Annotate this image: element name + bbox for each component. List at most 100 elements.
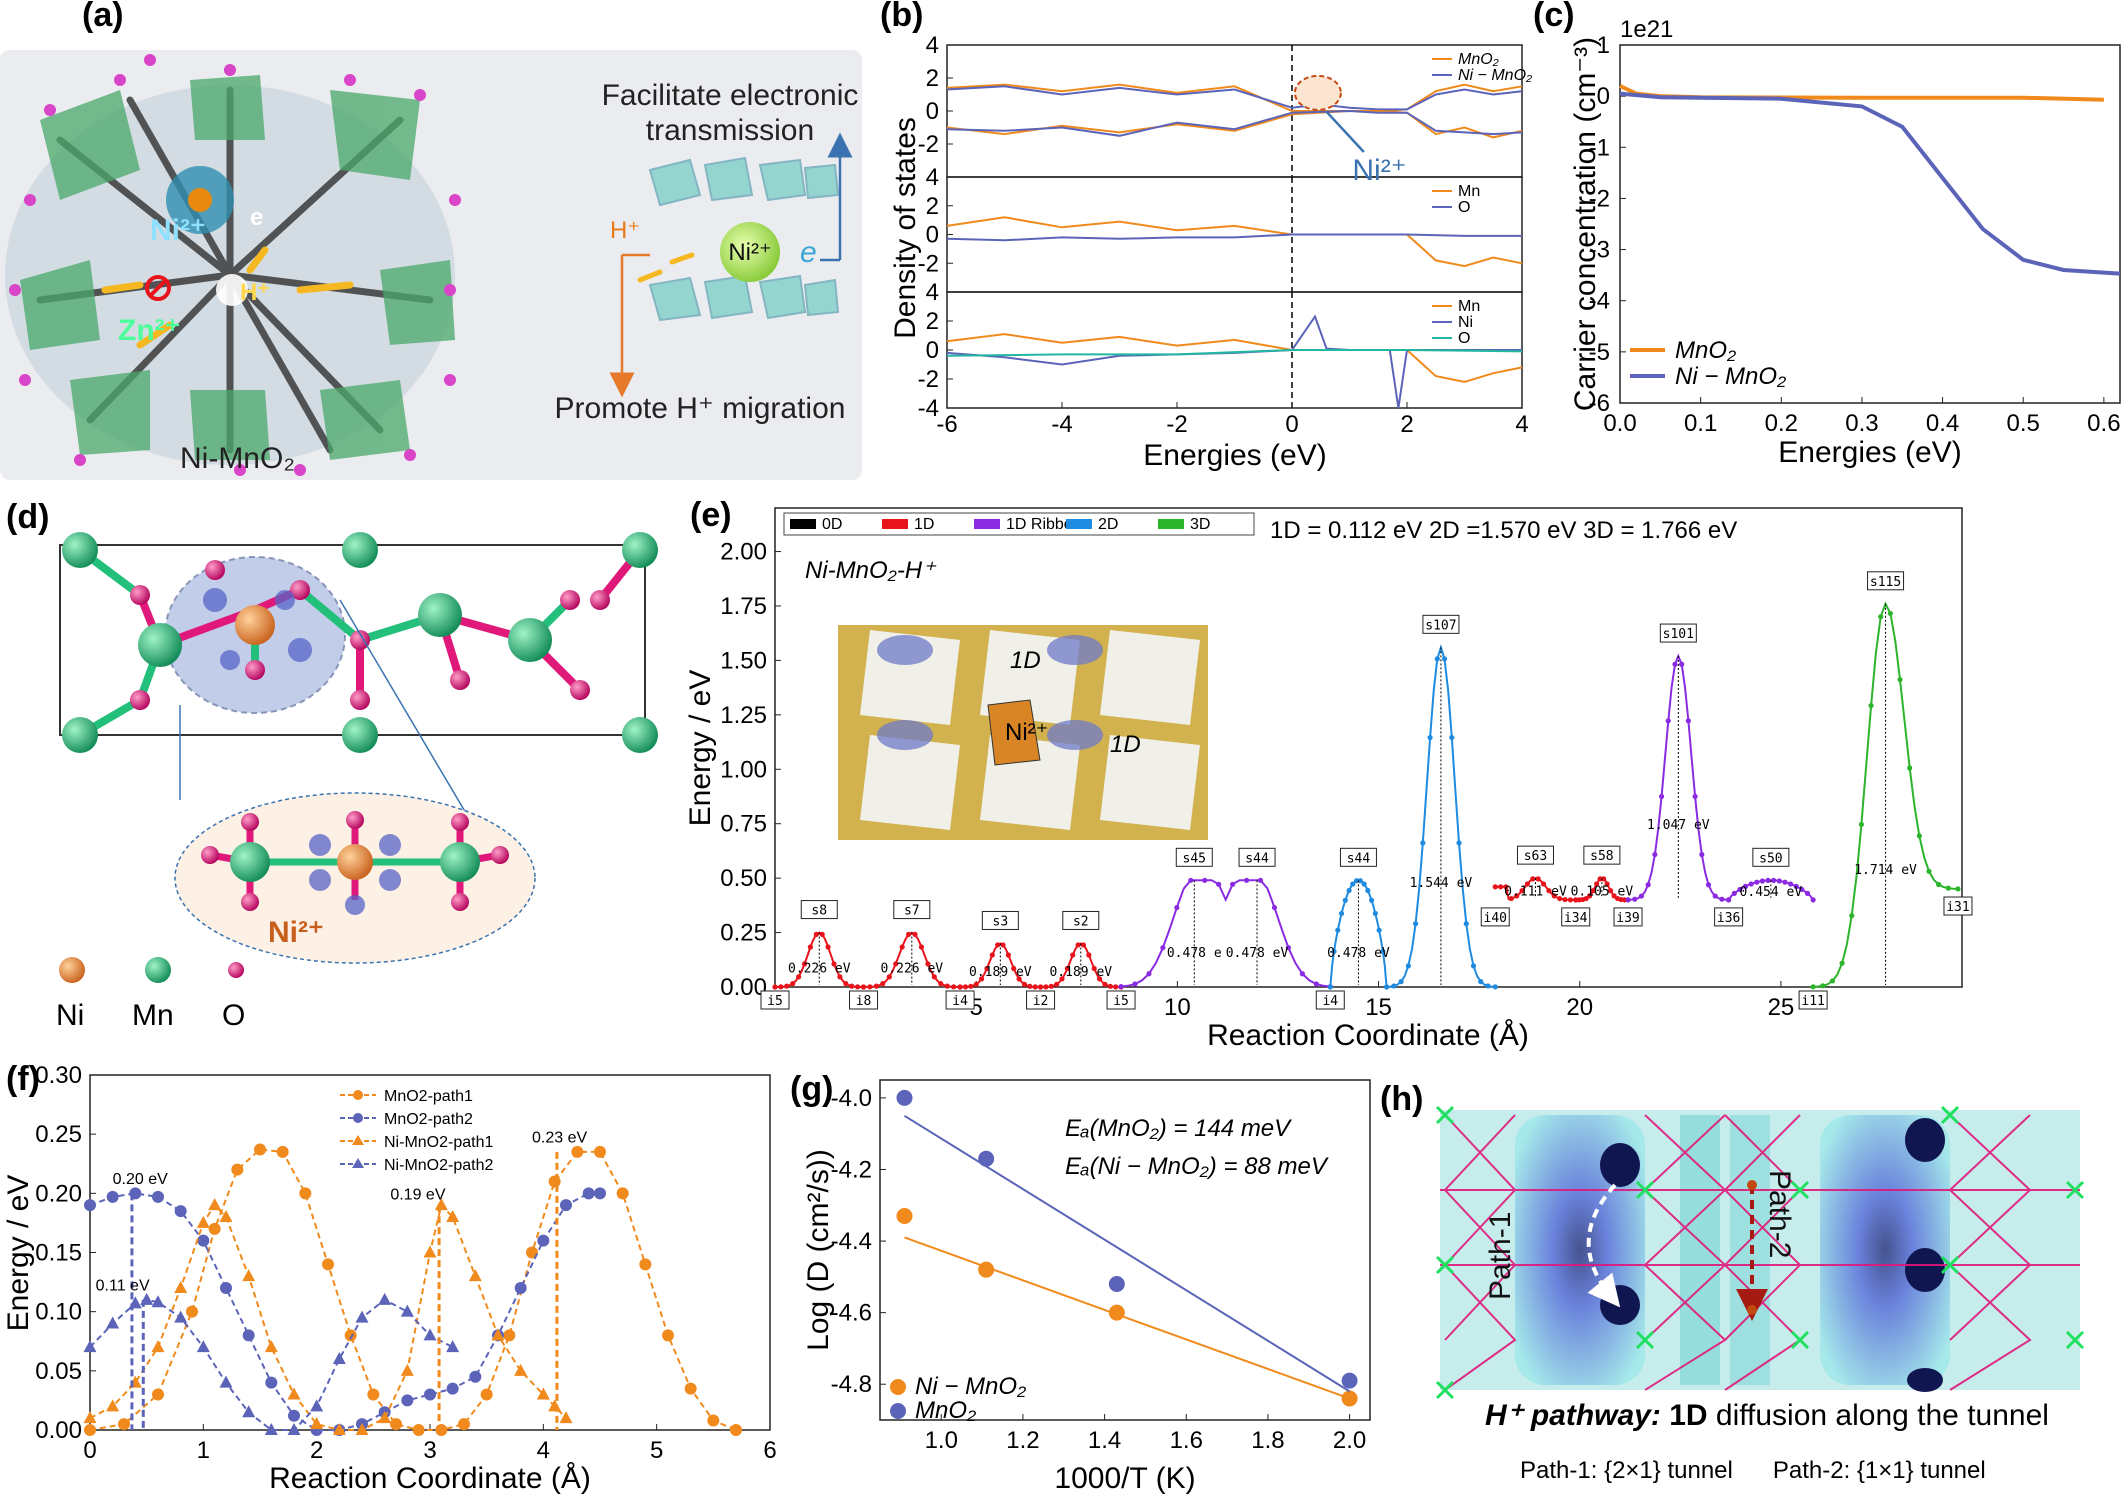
energy-point: [1376, 927, 1382, 933]
energy-point: [1346, 887, 1352, 894]
data-point: [220, 1282, 232, 1294]
barrier-annotation: 0.23 eV: [532, 1129, 587, 1146]
energy-point: [1230, 881, 1236, 887]
energy-point: [813, 931, 819, 938]
energy-point: [1016, 976, 1022, 982]
y-tick-label: -2: [918, 131, 939, 158]
data-point: [219, 1375, 233, 1388]
saddle-label: s8: [811, 904, 827, 919]
carrier-series-line: [1619, 91, 2121, 276]
energy-point: [1540, 881, 1547, 887]
energy-point: [784, 983, 790, 989]
ni-center-label: Ni²⁺: [728, 239, 771, 266]
energy-point: [1754, 879, 1760, 885]
energy-point: [1799, 886, 1805, 893]
energy-point: [1858, 821, 1865, 828]
energy-point: [1132, 981, 1138, 987]
y-tick-label: 0.75: [720, 811, 767, 838]
y-axis-title: Energy / eV: [2, 1175, 35, 1332]
energy-point: [825, 944, 831, 950]
data-point: [469, 1370, 482, 1383]
legend-label: Ni − MnO₂: [915, 1373, 1026, 1400]
y-tick-label: 0: [926, 98, 939, 125]
data-point: [106, 1399, 120, 1412]
x-tick-label: -2: [1166, 411, 1187, 438]
y-tick-label: 1.75: [720, 593, 767, 620]
energy-point: [1412, 921, 1419, 927]
energy-point: [1665, 718, 1671, 724]
saddle-label-box: [1516, 845, 1554, 865]
energy-point: [1936, 881, 1942, 888]
energy-point: [1878, 614, 1884, 620]
data-point: [458, 1418, 470, 1431]
barrier-value: 0.226 eV: [788, 962, 851, 977]
data-point: [196, 1340, 210, 1353]
x-tick-label: 0.3: [1845, 410, 1878, 437]
barrier-annotation: 0.19 eV: [390, 1186, 445, 1203]
data-point: [264, 1423, 278, 1435]
barrier-value: 0.478 eV: [1226, 946, 1289, 961]
energy-point: [843, 981, 849, 987]
energy-point: [1037, 984, 1044, 990]
panel-f-label: (f): [6, 1060, 40, 1098]
energy-point: [1146, 971, 1152, 977]
x-tick-label: 1.4: [1088, 1427, 1121, 1454]
legend-label: Ni: [1458, 314, 1473, 331]
energy-point: [849, 983, 855, 989]
legend-label: 0D: [822, 516, 842, 533]
legend-label: Mn: [1458, 183, 1480, 200]
energy-point: [873, 983, 879, 989]
y-tick-label: -3: [1589, 237, 1610, 264]
ni-peak-highlight: [1293, 74, 1342, 111]
x-tick-label: 1.2: [1006, 1427, 1039, 1454]
energy-point: [1420, 840, 1426, 846]
energy-point: [1492, 884, 1498, 890]
energy-point: [1782, 879, 1788, 885]
energy-point: [831, 961, 837, 967]
energy-point: [1118, 983, 1124, 990]
energy-point: [1955, 886, 1961, 892]
energy-point: [1829, 978, 1836, 984]
energy-point: [1742, 883, 1749, 890]
minimum-label: i4: [952, 994, 968, 1009]
data-point: [571, 1145, 584, 1158]
data-point: [978, 1261, 995, 1278]
saddle-label-box: [1062, 910, 1100, 930]
minimum-label: i5: [767, 994, 783, 1009]
minimum-label: i2: [1033, 994, 1049, 1009]
minimum-label: i11: [1801, 994, 1824, 1009]
inset-tunnel-cell: [1100, 735, 1200, 830]
data-point: [548, 1399, 562, 1412]
nanostructure-illustration: Ni²⁺ e H⁺ Zn²⁺ Ni-MnO₂: [5, 54, 461, 476]
y-tick-label: -2: [918, 366, 939, 393]
energy-point: [1456, 840, 1462, 846]
energy-point: [931, 974, 937, 980]
energy-point: [1625, 897, 1631, 903]
panel-a: (a): [0, 0, 862, 480]
data-point: [424, 1388, 436, 1401]
barrier-value: 0.454 eV: [1740, 885, 1803, 900]
energy-point: [1692, 793, 1698, 800]
x-tick-label: 4: [537, 1437, 550, 1464]
chart-g: (g)-4.0 -4.2 -4.4 -4.6 -4.8 1.0 1.2 1.4 1.6 1.8 2.…: [790, 1070, 1371, 1495]
data-point: [548, 1175, 561, 1188]
energy-point: [790, 981, 796, 987]
y-tick-label: 2: [926, 308, 939, 335]
saddle-label-box: [1659, 623, 1697, 643]
energy-point: [1372, 910, 1378, 917]
panel-d: (d): [6, 498, 658, 1032]
legend-swatch: [974, 519, 1000, 529]
energy-point: [1216, 881, 1222, 887]
fit-line: [904, 1236, 1350, 1400]
energy-point: [1590, 888, 1596, 894]
energy-point: [944, 983, 950, 989]
barrier-value: 0.189 eV: [1049, 965, 1112, 980]
legend-label: Mn: [1458, 298, 1480, 315]
data-point: [367, 1388, 380, 1401]
data-point: [480, 1388, 493, 1401]
x-axis-title: Energies (eV): [1143, 439, 1326, 472]
energy-profile-segment: [1495, 877, 1576, 901]
dos-series-line: [946, 333, 1523, 383]
data-point: [287, 1387, 301, 1400]
